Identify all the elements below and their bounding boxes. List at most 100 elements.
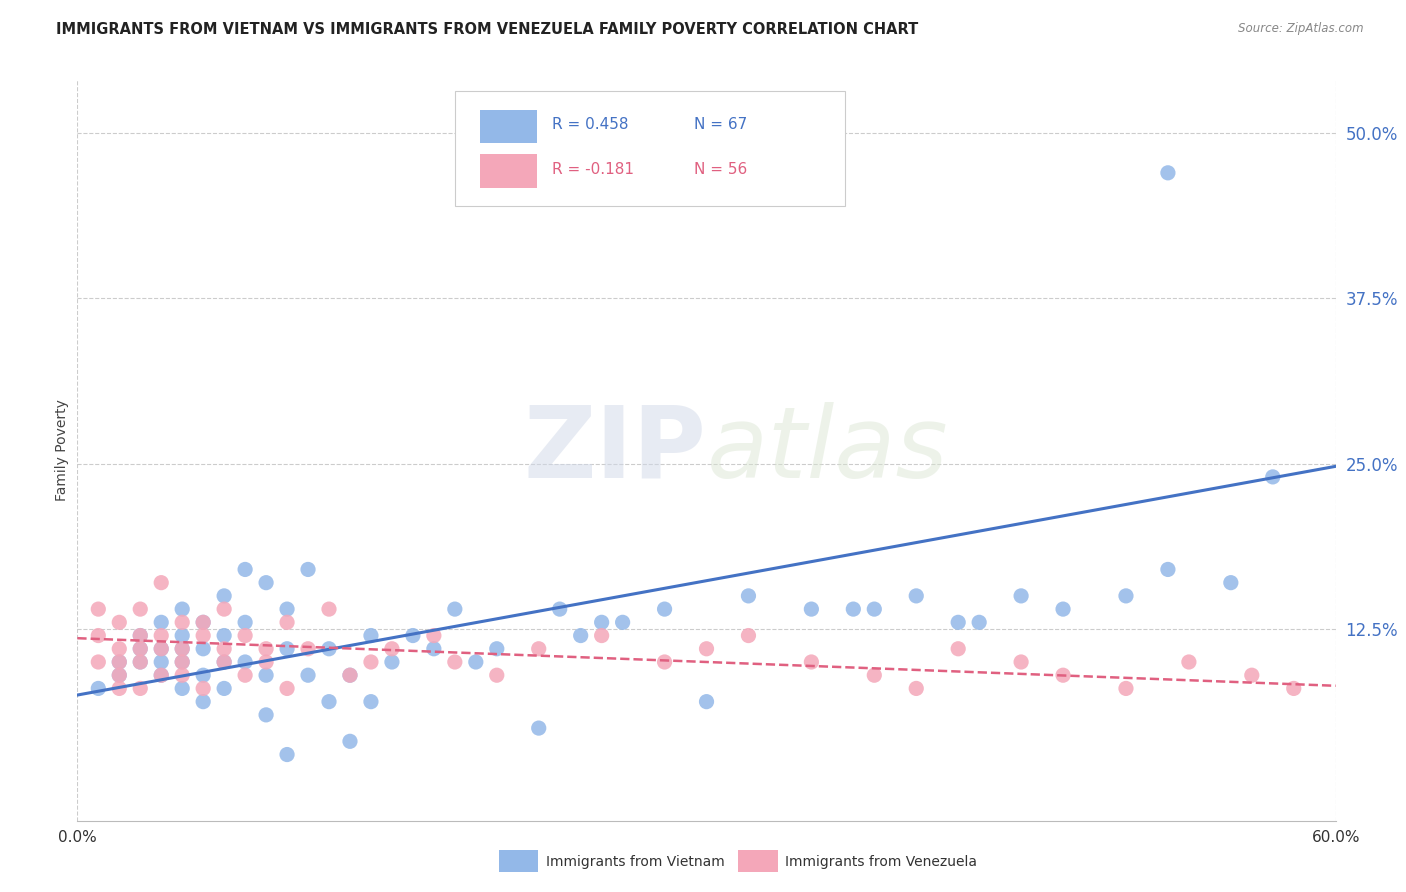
Point: [233, 668, 256, 682]
Point: [87, 629, 110, 643]
Point: [339, 668, 361, 682]
Point: [276, 747, 298, 762]
Point: [191, 668, 215, 682]
Point: [172, 641, 194, 656]
Point: [233, 615, 256, 630]
Point: [423, 641, 446, 656]
Point: [191, 629, 215, 643]
Text: Immigrants from Venezuela: Immigrants from Venezuela: [785, 855, 977, 869]
FancyBboxPatch shape: [479, 154, 537, 187]
Point: [172, 668, 194, 682]
Point: [402, 629, 425, 643]
Point: [108, 641, 131, 656]
Text: R = -0.181: R = -0.181: [551, 161, 634, 177]
FancyBboxPatch shape: [456, 91, 845, 206]
Point: [276, 615, 298, 630]
Point: [254, 641, 277, 656]
Point: [1261, 470, 1284, 484]
Point: [150, 641, 173, 656]
Point: [233, 562, 256, 576]
Point: [863, 602, 886, 616]
Point: [737, 629, 759, 643]
Point: [527, 721, 550, 735]
Point: [423, 629, 446, 643]
Point: [87, 655, 110, 669]
Point: [1052, 668, 1074, 682]
Point: [1010, 655, 1032, 669]
Point: [150, 641, 173, 656]
Point: [191, 615, 215, 630]
Point: [863, 668, 886, 682]
Point: [276, 641, 298, 656]
Point: [129, 629, 152, 643]
Point: [150, 615, 173, 630]
Point: [254, 668, 277, 682]
Point: [905, 681, 928, 696]
Point: [696, 641, 718, 656]
Text: atlas: atlas: [707, 402, 948, 499]
Point: [254, 655, 277, 669]
Point: [360, 629, 382, 643]
Point: [172, 641, 194, 656]
Point: [172, 602, 194, 616]
Point: [108, 655, 131, 669]
Text: Source: ZipAtlas.com: Source: ZipAtlas.com: [1239, 22, 1364, 36]
Point: [339, 734, 361, 748]
Point: [1240, 668, 1263, 682]
Point: [108, 668, 131, 682]
Point: [129, 681, 152, 696]
Text: Immigrants from Vietnam: Immigrants from Vietnam: [546, 855, 724, 869]
Point: [737, 589, 759, 603]
Point: [381, 641, 404, 656]
Point: [967, 615, 990, 630]
Point: [172, 655, 194, 669]
Point: [150, 655, 173, 669]
Point: [87, 681, 110, 696]
Point: [654, 655, 676, 669]
Point: [233, 629, 256, 643]
Point: [212, 641, 235, 656]
Point: [591, 615, 613, 630]
Point: [129, 641, 152, 656]
Point: [360, 695, 382, 709]
Point: [191, 681, 215, 696]
Point: [464, 655, 486, 669]
Text: ZIP: ZIP: [523, 402, 707, 499]
Point: [318, 602, 340, 616]
Text: IMMIGRANTS FROM VIETNAM VS IMMIGRANTS FROM VENEZUELA FAMILY POVERTY CORRELATION : IMMIGRANTS FROM VIETNAM VS IMMIGRANTS FR…: [56, 22, 918, 37]
Point: [948, 641, 970, 656]
Point: [612, 615, 634, 630]
Point: [212, 629, 235, 643]
Point: [129, 655, 152, 669]
Point: [1052, 602, 1074, 616]
Point: [381, 655, 404, 669]
Point: [233, 655, 256, 669]
Point: [212, 589, 235, 603]
Point: [129, 629, 152, 643]
Point: [1178, 655, 1201, 669]
Point: [800, 655, 823, 669]
Point: [191, 641, 215, 656]
Point: [129, 602, 152, 616]
Point: [129, 641, 152, 656]
Point: [1157, 166, 1180, 180]
Point: [1115, 589, 1137, 603]
Point: [485, 668, 508, 682]
Point: [339, 668, 361, 682]
Point: [129, 655, 152, 669]
Point: [444, 655, 467, 669]
Point: [172, 681, 194, 696]
Point: [1115, 681, 1137, 696]
Point: [150, 668, 173, 682]
FancyBboxPatch shape: [479, 110, 537, 144]
Point: [87, 602, 110, 616]
Point: [172, 655, 194, 669]
Point: [842, 602, 865, 616]
Y-axis label: Family Poverty: Family Poverty: [55, 400, 69, 501]
Point: [654, 602, 676, 616]
Point: [254, 575, 277, 590]
Point: [591, 629, 613, 643]
Point: [276, 602, 298, 616]
Point: [191, 695, 215, 709]
Point: [191, 615, 215, 630]
